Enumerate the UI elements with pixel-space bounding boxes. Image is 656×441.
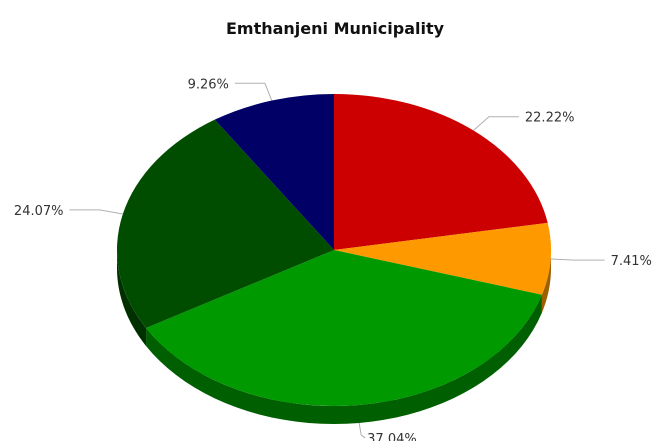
pie-slice-4[interactable] (116, 119, 335, 328)
chart-title: Emthanjeni Municipality (226, 19, 445, 38)
pie-slice-side-2 (541, 250, 551, 313)
pie-slice-3[interactable] (146, 250, 542, 407)
leader-line-2 (550, 258, 605, 261)
data-label-2: 7.41% (611, 254, 652, 269)
data-label-5: 9.26% (188, 77, 229, 92)
pie-slice-1[interactable] (334, 94, 548, 250)
data-label-1: 22.22% (525, 111, 575, 126)
pie-slice-side-3 (146, 294, 542, 424)
pie-labels: 22.22% 7.41% 37.04% 24.07% 9.26% (14, 77, 652, 441)
pie-slice-2[interactable] (334, 222, 551, 295)
data-label-3: 37.04% (367, 432, 417, 441)
pie-slice-side-4 (117, 250, 147, 346)
data-label-4: 24.07% (14, 204, 64, 219)
leader-line-5 (234, 82, 273, 101)
pie-slices (116, 94, 551, 424)
leader-line-3 (358, 422, 366, 439)
pie-slice-5[interactable] (214, 94, 334, 250)
leader-line-4 (69, 209, 123, 215)
leader-line-1 (473, 116, 519, 131)
